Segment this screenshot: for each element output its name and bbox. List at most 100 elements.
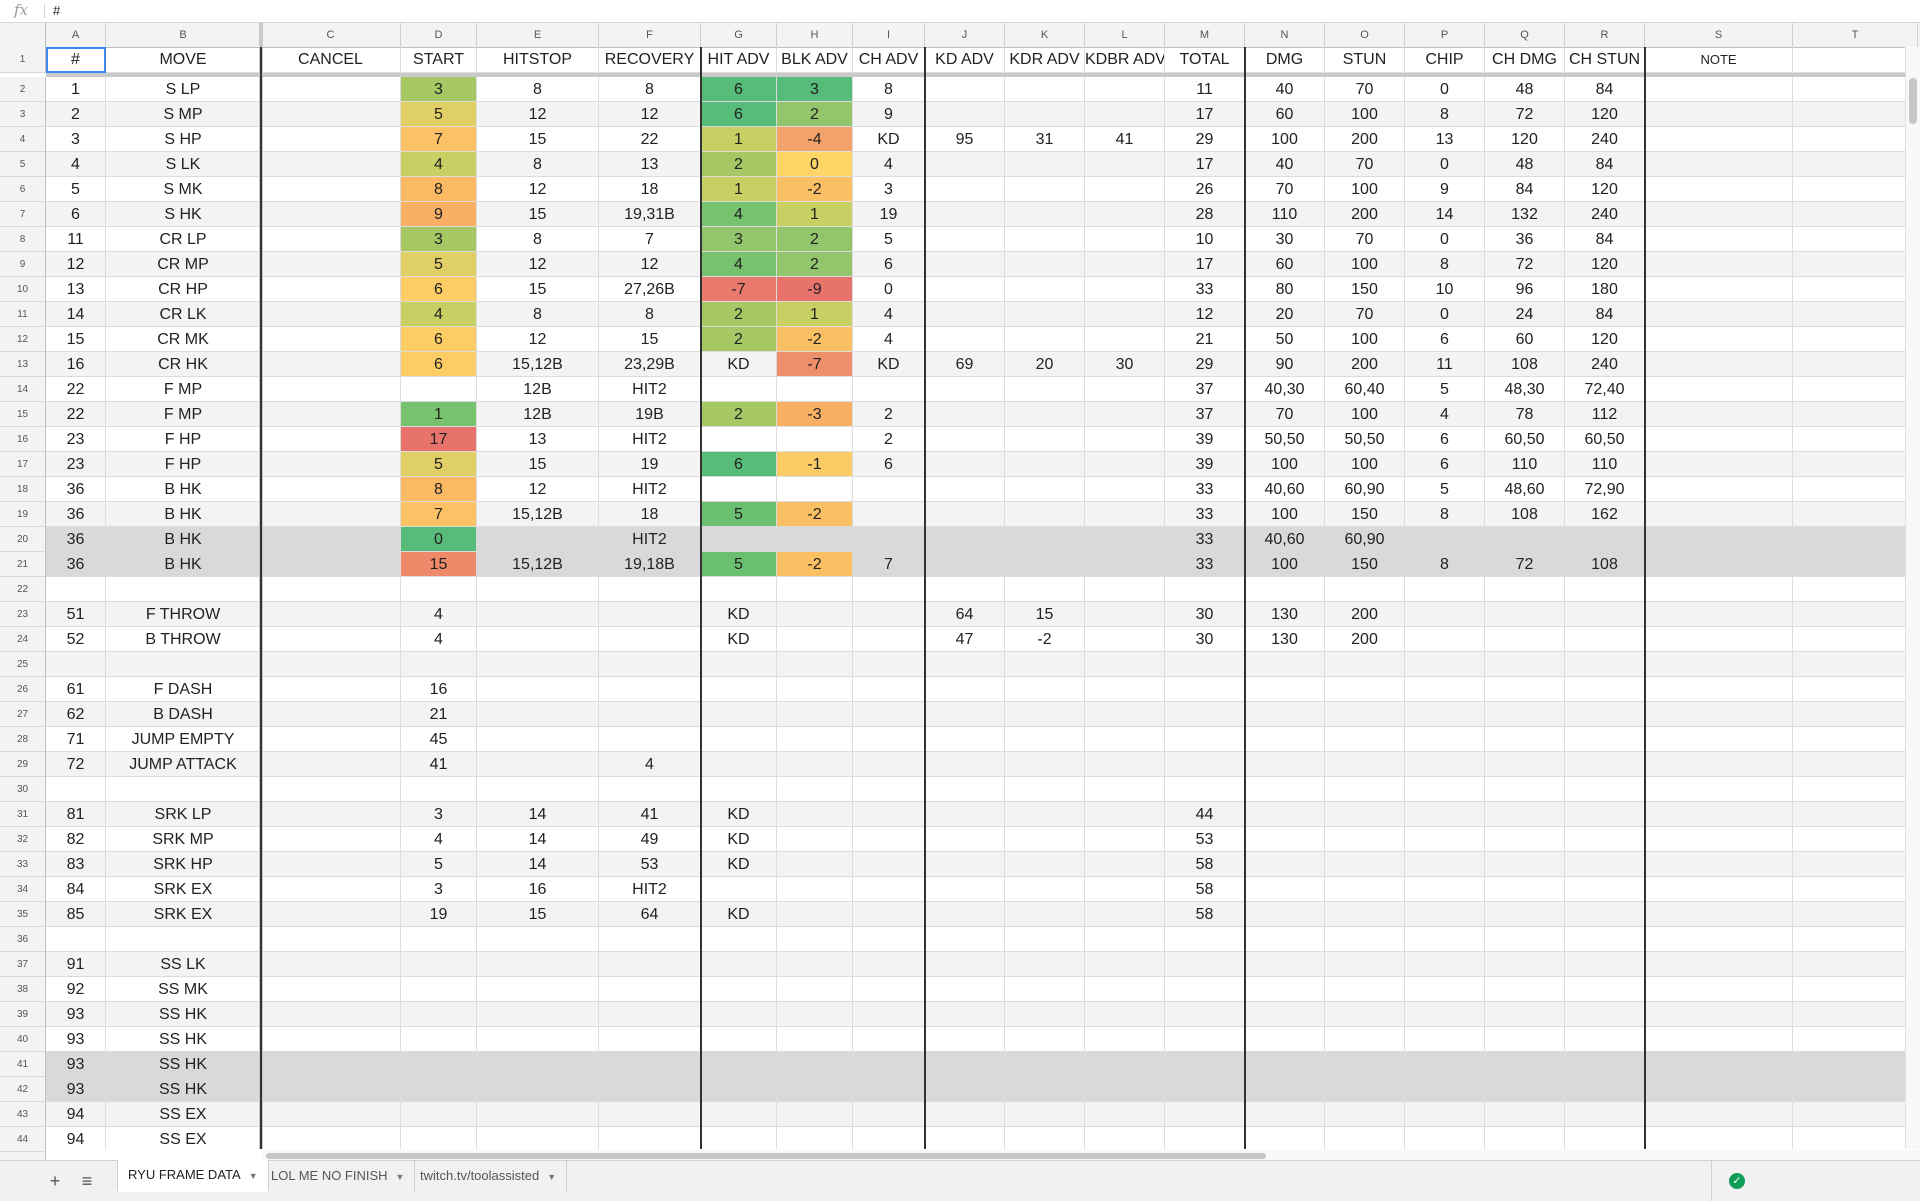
cell-i[interactable] [853, 952, 925, 977]
cell-r[interactable]: 112 [1565, 402, 1645, 427]
row-number[interactable]: 43 [0, 1102, 46, 1127]
header-cell[interactable]: CH ADV [853, 47, 925, 73]
cell-d[interactable]: 16 [401, 677, 477, 702]
cell-r[interactable]: 120 [1565, 177, 1645, 202]
cell-f[interactable]: 27,26B [599, 277, 701, 302]
row-number[interactable]: 21 [0, 552, 46, 577]
cell-f[interactable] [599, 627, 701, 652]
cell-n[interactable]: 40 [1245, 77, 1325, 102]
row-number[interactable]: 13 [0, 352, 46, 377]
cell-r[interactable]: 84 [1565, 227, 1645, 252]
cell-i[interactable]: 3 [853, 177, 925, 202]
cell-m[interactable] [1165, 702, 1245, 727]
cell-g[interactable]: 5 [701, 502, 777, 527]
cell-h[interactable]: 3 [777, 77, 853, 102]
cell-e[interactable] [477, 677, 599, 702]
cell-b[interactable]: SS HK [106, 1002, 261, 1027]
cell-j[interactable]: 95 [925, 127, 1005, 152]
cell-l[interactable] [1085, 177, 1165, 202]
cell-l[interactable] [1085, 827, 1165, 852]
cell-a[interactable]: 81 [46, 802, 106, 827]
cell-a[interactable]: 4 [46, 152, 106, 177]
cell-b[interactable]: F MP [106, 402, 261, 427]
sheet-tab-lol-me-no-finish[interactable]: LOL ME NO FINISH ▼ [261, 1161, 416, 1193]
cell-q[interactable] [1485, 1027, 1565, 1052]
cell-i[interactable]: 6 [853, 252, 925, 277]
cell-t[interactable] [1793, 477, 1908, 502]
cell-k[interactable] [1005, 677, 1085, 702]
cell-a[interactable]: 84 [46, 877, 106, 902]
row-number[interactable]: 42 [0, 1077, 46, 1102]
cell-a[interactable]: 36 [46, 477, 106, 502]
cell-s[interactable] [1645, 102, 1793, 127]
cell-s[interactable] [1645, 877, 1793, 902]
cell-e[interactable] [477, 602, 599, 627]
cell-n[interactable] [1245, 902, 1325, 927]
cell-m[interactable] [1165, 677, 1245, 702]
cell-g[interactable]: KD [701, 602, 777, 627]
cell-l[interactable] [1085, 227, 1165, 252]
cell-h[interactable] [777, 852, 853, 877]
cell-k[interactable] [1005, 1127, 1085, 1149]
cell-o[interactable]: 100 [1325, 177, 1405, 202]
row-number[interactable]: 36 [0, 927, 46, 952]
cell-j[interactable] [925, 777, 1005, 802]
cell-f[interactable]: 23,29B [599, 352, 701, 377]
cell-m[interactable]: 29 [1165, 352, 1245, 377]
spreadsheet-grid[interactable]: # MOVE CANCEL START HITSTOP RECOVERY HIT ADV BL… [46, 47, 1908, 1149]
cell-o[interactable] [1325, 977, 1405, 1002]
cell-k[interactable] [1005, 1077, 1085, 1102]
cell-i[interactable]: 8 [853, 77, 925, 102]
cell-m[interactable]: 10 [1165, 227, 1245, 252]
cell-i[interactable] [853, 577, 925, 602]
cell-a[interactable]: 36 [46, 527, 106, 552]
cell-d[interactable] [401, 577, 477, 602]
cell-o[interactable] [1325, 827, 1405, 852]
cell-l[interactable] [1085, 677, 1165, 702]
cell-r[interactable] [1565, 1102, 1645, 1127]
cell-d[interactable] [401, 377, 477, 402]
cell-c[interactable] [261, 702, 401, 727]
cell-k[interactable] [1005, 902, 1085, 927]
cell-b[interactable]: F HP [106, 427, 261, 452]
cell-k[interactable] [1005, 77, 1085, 102]
cell-g[interactable] [701, 527, 777, 552]
cell-i[interactable]: KD [853, 127, 925, 152]
cell-c[interactable] [261, 727, 401, 752]
cell-l[interactable] [1085, 1002, 1165, 1027]
cell-r[interactable] [1565, 902, 1645, 927]
column-header-c[interactable]: C [261, 23, 401, 47]
cell-s[interactable] [1645, 602, 1793, 627]
cell-b[interactable] [106, 577, 261, 602]
cell-e[interactable]: 15,12B [477, 352, 599, 377]
cell-h[interactable] [777, 577, 853, 602]
cell-f[interactable]: 19 [599, 452, 701, 477]
cell-a[interactable]: 72 [46, 752, 106, 777]
cell-p[interactable] [1405, 702, 1485, 727]
cell-i[interactable] [853, 1052, 925, 1077]
row-number[interactable]: 9 [0, 252, 46, 277]
cell-q[interactable] [1485, 852, 1565, 877]
cell-g[interactable] [701, 677, 777, 702]
cell-e[interactable] [477, 1127, 599, 1149]
cell-l[interactable] [1085, 852, 1165, 877]
cell-s[interactable] [1645, 302, 1793, 327]
row-number[interactable]: 23 [0, 602, 46, 627]
cell-k[interactable] [1005, 1052, 1085, 1077]
cell-b[interactable] [106, 652, 261, 677]
cell-d[interactable]: 4 [401, 827, 477, 852]
header-cell[interactable]: NOTE [1645, 47, 1793, 73]
cell-e[interactable] [477, 752, 599, 777]
cell-m[interactable]: 17 [1165, 102, 1245, 127]
cell-q[interactable]: 48 [1485, 77, 1565, 102]
row-number[interactable]: 18 [0, 477, 46, 502]
cell-p[interactable]: 8 [1405, 252, 1485, 277]
cell-d[interactable] [401, 1002, 477, 1027]
cell-c[interactable] [261, 927, 401, 952]
cell-g[interactable]: KD [701, 852, 777, 877]
cell-r[interactable] [1565, 752, 1645, 777]
cell-e[interactable]: 14 [477, 827, 599, 852]
cell-j[interactable] [925, 227, 1005, 252]
cell-n[interactable] [1245, 577, 1325, 602]
header-cell[interactable]: CH DMG [1485, 47, 1565, 73]
